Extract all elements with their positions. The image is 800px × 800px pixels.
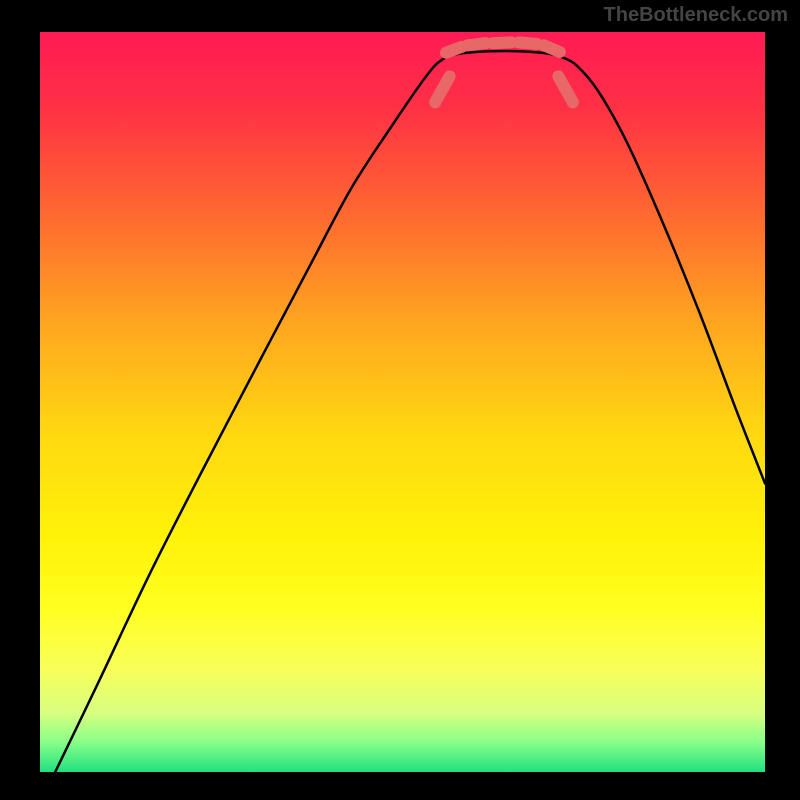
watermark-text: TheBottleneck.com	[604, 4, 788, 27]
annotation-dash	[493, 42, 511, 43]
plot-area	[40, 32, 765, 772]
chart-svg	[40, 32, 765, 772]
annotation-dash	[446, 47, 462, 53]
annotation-dash	[519, 42, 537, 43]
gradient-background	[40, 32, 765, 772]
annotation-dash	[544, 45, 560, 52]
annotation-dash	[468, 43, 486, 45]
